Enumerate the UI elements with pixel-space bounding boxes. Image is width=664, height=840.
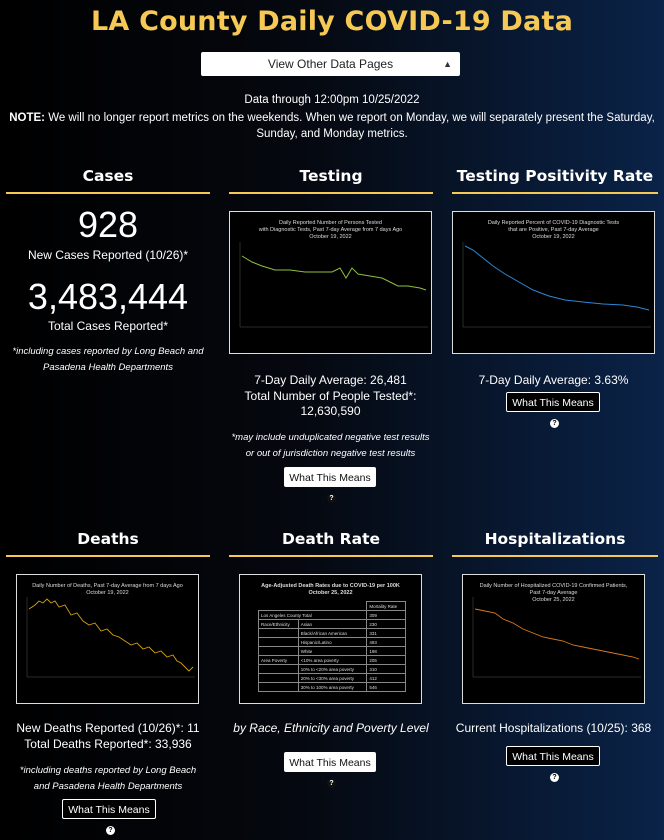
new-cases-label: New Cases Reported (10/26)* <box>27 248 189 262</box>
death-rate-heading: Death Rate <box>282 530 380 548</box>
hospitalizations-heading: Hospitalizations <box>484 530 626 548</box>
total-cases-count: 3,483,444 <box>27 276 189 317</box>
table-group-cell <box>258 628 299 638</box>
deaths-chart[interactable]: Daily Number of Deaths, Past 7-day Avera… <box>16 574 199 704</box>
table-label-cell: <10% area poverty <box>297 655 368 665</box>
total-cases-label: Total Cases Reported* <box>47 319 169 333</box>
table-value-cell: 230 <box>366 619 406 629</box>
cases-footnote: *including cases reported by Long Beach … <box>12 346 204 373</box>
help-icon: ? <box>550 418 559 428</box>
note-label: NOTE: <box>9 112 45 124</box>
table-value-cell: 493 <box>366 637 406 647</box>
death-rate-chart-title: Age-Adjusted Death Rates due to COVID-19… <box>261 583 400 596</box>
table-group-cell <box>258 682 299 692</box>
table-value-cell: 198 <box>366 646 406 656</box>
testing-chart[interactable]: Daily Reported Number of Persons Tested … <box>229 211 432 354</box>
deaths-footnote: *including deaths reported by Long Beach… <box>19 765 197 792</box>
deaths-chart-title: Daily Number of Deaths, Past 7-day Avera… <box>32 583 183 596</box>
cases-divider <box>6 192 210 194</box>
hospitalizations-divider <box>452 555 658 557</box>
new-cases-count: 928 <box>77 204 139 245</box>
hospitalizations-line <box>474 608 640 660</box>
deaths-button-label: What This Means <box>68 804 150 816</box>
table-group-cell <box>258 637 299 647</box>
table-value-cell: 546 <box>366 682 406 692</box>
table-group-cell <box>258 646 299 656</box>
testing-footnote: *may include unduplicated negative test … <box>231 432 430 459</box>
hospitalizations-chart[interactable]: Daily Number of Hospitalized COVID-19 Co… <box>462 574 645 704</box>
current-hospitalizations-label: Current Hospitalizations (10/25): 368 <box>455 721 652 735</box>
positivity-chart[interactable]: Daily Reported Percent of COVID-19 Diagn… <box>452 211 655 354</box>
positivity-line <box>464 245 650 311</box>
deaths-line <box>28 598 194 672</box>
testing-chart-title: Daily Reported Number of Persons Tested … <box>258 220 403 240</box>
deaths-chart-svg <box>26 597 195 678</box>
death-rate-what-this-means-button[interactable]: What This Means? <box>284 752 376 788</box>
help-icon: ? <box>327 778 336 788</box>
help-icon: ? <box>327 493 336 503</box>
table-value-cell: 331 <box>366 628 406 638</box>
deaths-heading: Deaths <box>77 530 139 548</box>
table-group-cell: Race/Ethnicity <box>258 619 299 629</box>
testing-total-value: 12,630,590 <box>300 404 361 418</box>
data-through-text: Data through 12:00pm 10/25/2022 <box>244 94 420 106</box>
testing-line <box>241 255 427 291</box>
table-group-cell <box>258 673 299 683</box>
county-total-value: 309 <box>366 610 406 620</box>
data-pages-select[interactable]: View Other Data Pages ▲ <box>201 52 460 76</box>
data-pages-select-label: View Other Data Pages <box>267 57 394 71</box>
hospitalizations-chart-title: Daily Number of Hospitalized COVID-19 Co… <box>479 583 628 603</box>
hospitalizations-chart-svg <box>472 597 641 678</box>
select-arrows-icon: ▲ <box>443 59 452 69</box>
testing-heading: Testing <box>299 167 363 185</box>
table-group-cell <box>258 664 299 674</box>
testing-average: 7-Day Daily Average: 26,481 <box>254 373 407 387</box>
hospitalizations-button-label: What This Means <box>512 751 594 763</box>
death-rate-button-label: What This Means <box>289 757 371 769</box>
page-title: LA County Daily COVID-19 Data <box>91 6 573 37</box>
note-text: We will no longer report metrics on the … <box>48 112 655 140</box>
death-rate-chart[interactable]: Age-Adjusted Death Rates due to COVID-19… <box>239 574 422 704</box>
total-deaths-label: Total Deaths Reported*: 33,936 <box>24 737 192 751</box>
deaths-what-this-means-button[interactable]: What This Means? <box>62 799 156 835</box>
positivity-what-this-means-button[interactable]: What This Means? <box>506 392 600 428</box>
table-group-cell: Area Poverty <box>258 655 299 665</box>
testing-divider <box>229 192 433 194</box>
table-value-cell: 205 <box>366 655 406 665</box>
mortality-rate-header: Mortality Rate <box>366 601 406 611</box>
help-icon: ? <box>106 825 115 835</box>
death-rate-table: Mortality Rate Los Angeles County Total 3… <box>257 601 406 692</box>
weekend-note: NOTE: We will no longer report metrics o… <box>8 110 656 142</box>
table-label-cell: Asian <box>297 619 368 629</box>
positivity-chart-title: Daily Reported Percent of COVID-19 Diagn… <box>487 220 620 240</box>
cases-heading: Cases <box>82 167 134 185</box>
positivity-heading: Testing Positivity Rate <box>456 167 654 185</box>
table-label-cell: Black/African American <box>297 628 368 638</box>
county-total-label: Los Angeles County Total <box>257 610 368 620</box>
hospitalizations-what-this-means-button[interactable]: What This Means? <box>506 746 600 782</box>
table-value-cell: 310 <box>366 664 406 674</box>
positivity-divider <box>452 192 658 194</box>
new-deaths-label: New Deaths Reported (10/26)*: 11 <box>16 721 200 735</box>
help-icon: ? <box>550 772 559 782</box>
table-label-cell: White <box>297 646 368 656</box>
death-rate-divider <box>229 555 433 557</box>
table-label-cell: Hispanic/Latino <box>297 637 368 647</box>
table-label-cell: 10% to <20% area poverty <box>297 664 368 674</box>
testing-total-label: Total Number of People Tested*: <box>244 389 417 403</box>
testing-button-label: What This Means <box>289 472 371 484</box>
deaths-divider <box>6 555 210 557</box>
table-label-cell: 20% to <30% area poverty <box>297 673 368 683</box>
testing-chart-svg <box>239 242 428 328</box>
table-label-cell: 30% to 100% area poverty <box>297 682 368 692</box>
table-value-cell: 412 <box>366 673 406 683</box>
testing-what-this-means-button[interactable]: What This Means? <box>284 467 376 503</box>
death-rate-caption: by Race, Ethnicity and Poverty Level <box>233 721 429 735</box>
positivity-button-label: What This Means <box>512 397 594 409</box>
positivity-chart-svg <box>462 242 651 328</box>
positivity-average: 7-Day Daily Average: 3.63% <box>478 373 629 387</box>
